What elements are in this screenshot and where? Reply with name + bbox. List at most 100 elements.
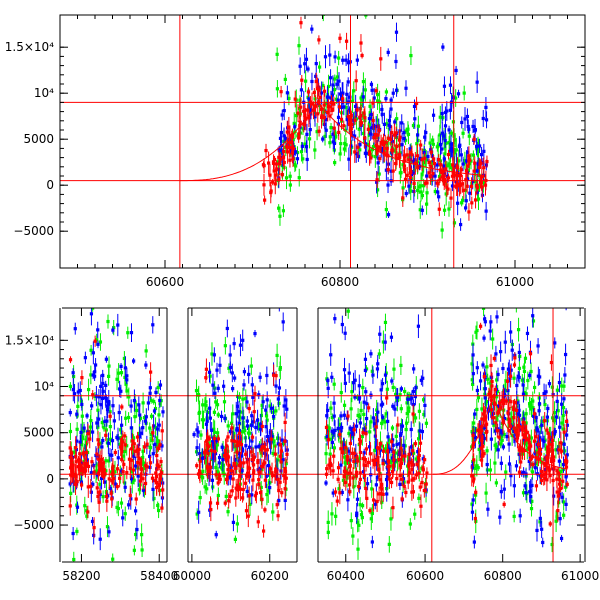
data-point-588 [314, 79, 318, 84]
data-point-98 [108, 410, 112, 414]
data-point-623 [416, 166, 420, 170]
data-point-348 [153, 479, 157, 483]
data-point-32 [492, 423, 496, 427]
data-point-179 [419, 378, 423, 382]
data-point-294 [195, 446, 199, 450]
data-point-77 [328, 452, 332, 456]
data-point-358 [257, 482, 261, 487]
data-point-118 [226, 424, 230, 428]
data-point-108 [156, 385, 160, 390]
data-point-418 [261, 462, 266, 466]
data-point-94 [343, 455, 347, 459]
data-point-113 [369, 517, 373, 521]
data-point-186 [522, 417, 526, 421]
data-point-118 [356, 547, 360, 551]
data-point-12 [328, 141, 332, 145]
data-point-279 [103, 480, 107, 484]
data-point-120 [204, 459, 208, 463]
plot-area-2 [324, 308, 429, 560]
data-point-649 [319, 107, 323, 111]
data-point-241 [155, 427, 159, 431]
data-point-253 [365, 482, 370, 486]
data-point-343 [77, 467, 81, 472]
data-point-244 [192, 432, 196, 437]
series-green-seg-0 [68, 308, 164, 562]
data-point-53 [224, 494, 228, 498]
data-point-186 [210, 478, 214, 482]
data-point-380 [258, 470, 262, 474]
data-point-237 [127, 503, 131, 507]
data-point-429 [443, 172, 447, 176]
data-point-331 [356, 154, 360, 159]
data-point-223 [223, 416, 227, 420]
data-point-643 [455, 185, 459, 189]
data-point-439 [310, 27, 314, 31]
plot-area-1 [192, 308, 289, 544]
data-point-335 [417, 164, 422, 168]
data-point-333 [226, 455, 230, 459]
data-point-302 [355, 58, 359, 62]
data-point-120 [360, 504, 365, 508]
data-point-161 [264, 408, 268, 412]
data-point-738 [302, 122, 306, 126]
data-point-322 [89, 484, 93, 488]
data-point-350 [400, 121, 404, 125]
data-point-80 [338, 152, 342, 156]
data-point-158 [235, 404, 240, 408]
data-point-748 [337, 130, 341, 135]
data-point-49 [521, 491, 526, 495]
data-point-374 [204, 376, 208, 380]
data-point-444 [145, 442, 149, 446]
data-point-359 [144, 464, 148, 468]
data-point-190 [373, 155, 377, 159]
data-point-115 [246, 431, 251, 435]
data-point-332 [253, 392, 257, 396]
data-point-137 [462, 91, 466, 95]
data-point-256 [514, 464, 519, 468]
data-point-300 [305, 132, 309, 136]
data-point-532 [359, 41, 363, 45]
data-point-194 [71, 388, 75, 392]
data-point-13 [380, 421, 384, 425]
data-point-283 [425, 174, 429, 178]
data-point-129 [135, 408, 139, 413]
data-point-87 [529, 436, 533, 440]
data-point-319 [407, 452, 411, 457]
data-point-142 [328, 135, 332, 139]
data-point-359 [276, 477, 280, 482]
data-point-247 [485, 462, 489, 467]
data-point-6 [96, 425, 100, 429]
data-point-415 [278, 443, 282, 447]
data-point-285 [375, 367, 380, 371]
data-point-430 [368, 452, 372, 456]
data-point-241 [358, 421, 362, 425]
data-point-392 [222, 454, 227, 458]
data-point-86 [257, 425, 261, 430]
data-point-611 [374, 143, 378, 147]
data-point-225 [158, 398, 162, 403]
data-point-435 [384, 97, 388, 101]
data-point-449 [377, 492, 381, 496]
data-point-630 [291, 157, 295, 161]
data-point-423 [70, 459, 74, 463]
data-point-443 [223, 501, 227, 505]
data-point-12 [470, 362, 474, 366]
data-point-307 [212, 436, 216, 441]
data-point-190 [108, 453, 112, 457]
data-point-280 [299, 88, 304, 92]
data-point-344 [336, 98, 340, 102]
data-point-22 [212, 410, 217, 414]
data-point-20 [347, 431, 351, 436]
data-point-256 [91, 351, 95, 355]
data-point-83 [156, 503, 160, 508]
data-point-475 [451, 149, 455, 153]
data-point-213 [337, 56, 341, 60]
data-point-224 [269, 441, 273, 445]
data-point-420 [216, 437, 220, 441]
data-point-218 [457, 159, 461, 163]
data-point-283 [90, 404, 94, 408]
data-point-179 [525, 448, 529, 452]
data-point-220 [385, 460, 389, 464]
data-point-248 [261, 400, 265, 404]
data-point-548 [353, 118, 357, 122]
